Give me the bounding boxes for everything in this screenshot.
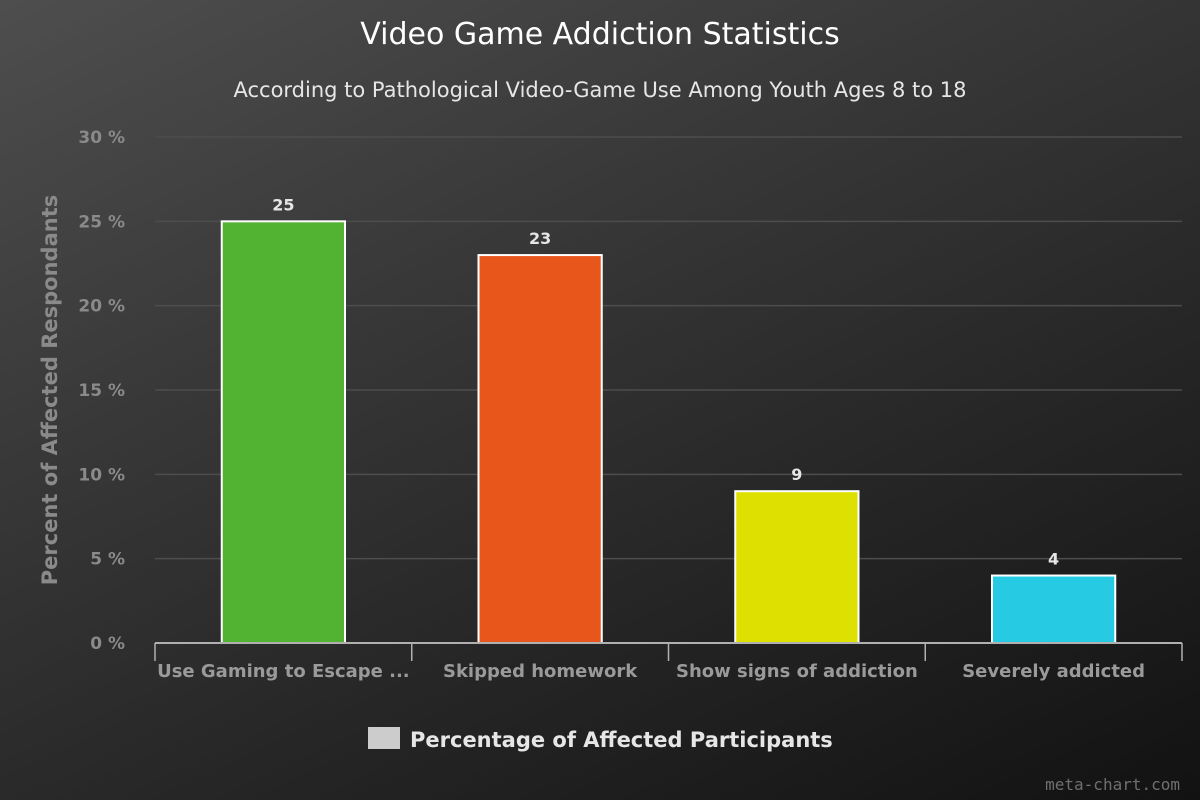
legend-label[interactable]: Percentage of Affected Participants bbox=[410, 728, 833, 752]
y-axis-title: Percent of Affected Respondants bbox=[38, 195, 62, 585]
y-axis-ticks: 0 % 5 % 10 % 15 % 20 % 25 % 30 % bbox=[78, 128, 125, 654]
bar[interactable] bbox=[477, 254, 603, 644]
y-tick-label: 10 % bbox=[78, 465, 125, 485]
legend-swatch[interactable] bbox=[368, 727, 400, 749]
y-tick-label: 30 % bbox=[78, 128, 125, 148]
x-axis-ticks: Use Gaming to Escape ... Skipped homework… bbox=[157, 661, 1145, 682]
y-tick-label: 5 % bbox=[90, 550, 125, 570]
x-tick-label: Use Gaming to Escape ... bbox=[157, 661, 410, 682]
bar-value-label: 9 bbox=[791, 465, 802, 484]
bar-value-label: 4 bbox=[1048, 550, 1059, 569]
y-tick-label: 20 % bbox=[78, 297, 125, 317]
data-labels: 25 23 9 4 bbox=[272, 195, 1059, 568]
y-tick-label: 25 % bbox=[78, 212, 125, 232]
bar-value-label: 25 bbox=[272, 195, 294, 214]
x-tick-label: Severely addicted bbox=[962, 661, 1145, 682]
bar[interactable] bbox=[734, 490, 860, 645]
credit-text: meta-chart.com bbox=[1045, 775, 1180, 794]
chart-subtitle: According to Pathological Video-Game Use… bbox=[233, 78, 966, 102]
bar[interactable] bbox=[220, 220, 346, 644]
x-tick-label: Skipped homework bbox=[443, 661, 638, 682]
bar-value-label: 23 bbox=[529, 229, 551, 248]
x-axis bbox=[154, 642, 1183, 661]
legend[interactable]: Percentage of Affected Participants bbox=[368, 727, 833, 752]
bar[interactable] bbox=[991, 574, 1117, 644]
x-tick-label: Show signs of addiction bbox=[676, 661, 918, 682]
y-tick-label: 15 % bbox=[78, 381, 125, 401]
bars bbox=[220, 220, 1117, 645]
chart-title: Video Game Addiction Statistics bbox=[360, 17, 840, 52]
y-tick-label: 0 % bbox=[90, 634, 125, 654]
